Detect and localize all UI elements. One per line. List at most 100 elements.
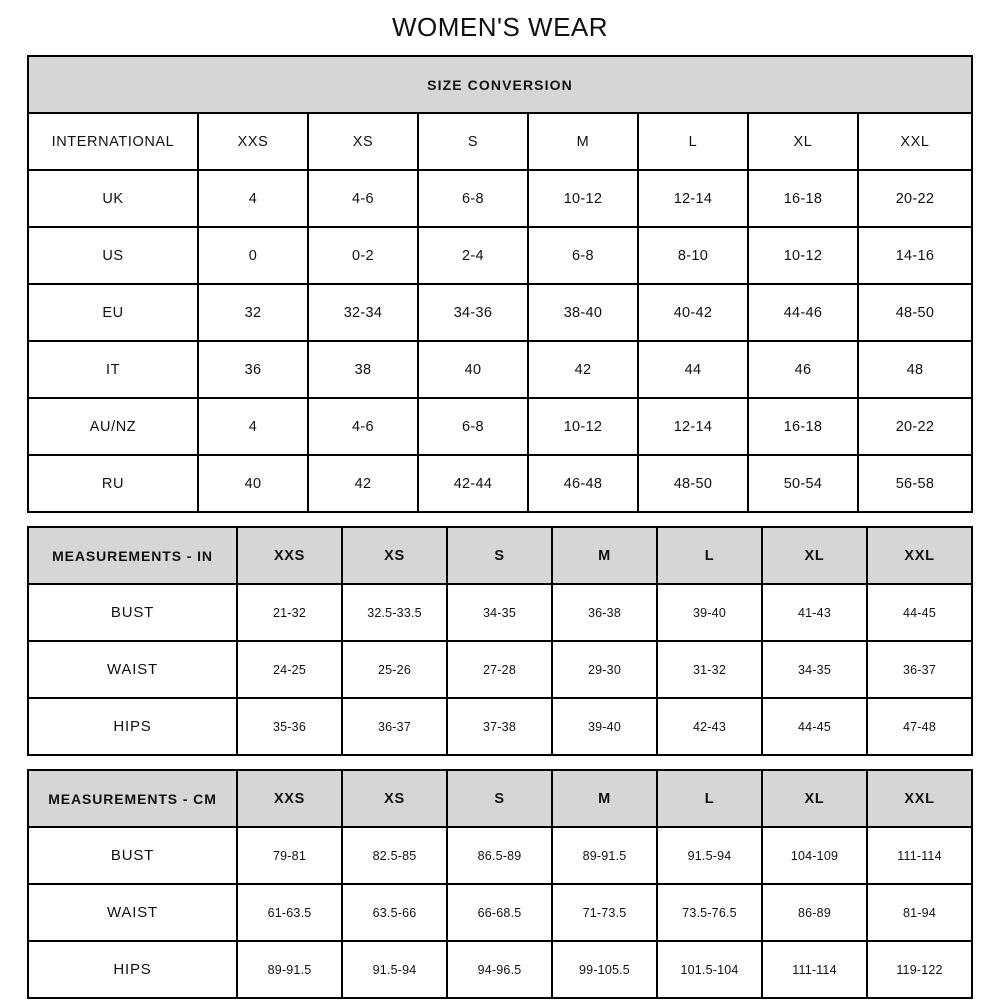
column-header-m: M <box>551 526 658 585</box>
cell-eu-m: 38-40 <box>526 283 639 342</box>
column-header-s: S <box>416 112 529 171</box>
cell-ru-m: 46-48 <box>526 454 639 513</box>
cell-bust-in-s: 34-35 <box>446 583 553 642</box>
cell-bust-cm-xxl: 111-114 <box>866 826 973 885</box>
table-header-row: INTERNATIONAL XXS XS S M L XL XXL <box>26 112 974 171</box>
column-header-m: M <box>551 769 658 828</box>
cell-aunz-xl: 16-18 <box>746 397 859 456</box>
table-row: WAIST 24-25 25-26 27-28 29-30 31-32 34-3… <box>27 640 973 699</box>
column-header-l: L <box>656 769 763 828</box>
cell-ru-xs: 42 <box>306 454 419 513</box>
cell-waist-in-xs: 25-26 <box>341 640 448 699</box>
cell-waist-in-l: 31-32 <box>656 640 763 699</box>
cell-us-xxl: 14-16 <box>856 226 974 285</box>
table-row: BUST 79-81 82.5-85 86.5-89 89-91.5 91.5-… <box>27 826 973 885</box>
cell-us-m: 6-8 <box>526 226 639 285</box>
size-conversion-table: SIZE CONVERSION INTERNATIONAL XXS XS S M… <box>26 55 974 513</box>
cell-waist-cm-m: 71-73.5 <box>551 883 658 942</box>
table-row: HIPS 35-36 36-37 37-38 39-40 42-43 44-45… <box>27 697 973 756</box>
cell-hips-in-m: 39-40 <box>551 697 658 756</box>
table-header-row: MEASUREMENTS - IN XXS XS S M L XL XXL <box>27 526 973 585</box>
cell-it-s: 40 <box>416 340 529 399</box>
cell-us-xl: 10-12 <box>746 226 859 285</box>
column-header-xxs: XXS <box>236 526 343 585</box>
cell-waist-in-xxl: 36-37 <box>866 640 973 699</box>
cell-eu-xl: 44-46 <box>746 283 859 342</box>
cell-waist-in-xl: 34-35 <box>761 640 868 699</box>
column-header-international: INTERNATIONAL <box>26 112 199 171</box>
cell-eu-xxl: 48-50 <box>856 283 974 342</box>
row-label-it: IT <box>26 340 199 399</box>
cell-ru-xxs: 40 <box>196 454 309 513</box>
cell-hips-cm-s: 94-96.5 <box>446 940 553 999</box>
cell-ru-xl: 50-54 <box>746 454 859 513</box>
column-header-xs: XS <box>341 526 448 585</box>
column-header-l: L <box>656 526 763 585</box>
cell-ru-s: 42-44 <box>416 454 529 513</box>
cell-bust-in-xs: 32.5-33.5 <box>341 583 448 642</box>
cell-waist-in-m: 29-30 <box>551 640 658 699</box>
page-title: WOMEN'S WEAR <box>391 12 609 42</box>
table-row: UK 4 4-6 6-8 10-12 12-14 16-18 20-22 <box>26 169 974 228</box>
measurements-cm-title: MEASUREMENTS - CM <box>27 769 238 828</box>
cell-bust-cm-xs: 82.5-85 <box>341 826 448 885</box>
table-row: WAIST 61-63.5 63.5-66 66-68.5 71-73.5 73… <box>27 883 973 942</box>
cell-hips-in-xxs: 35-36 <box>236 697 343 756</box>
cell-hips-in-l: 42-43 <box>656 697 763 756</box>
column-header-xxl: XXL <box>856 112 974 171</box>
cell-hips-cm-xxs: 89-91.5 <box>236 940 343 999</box>
cell-waist-cm-xxl: 81-94 <box>866 883 973 942</box>
table-row: HIPS 89-91.5 91.5-94 94-96.5 99-105.5 10… <box>27 940 973 999</box>
column-header-xxs: XXS <box>236 769 343 828</box>
cell-uk-m: 10-12 <box>526 169 639 228</box>
cell-hips-in-xxl: 47-48 <box>866 697 973 756</box>
cell-it-xxl: 48 <box>856 340 974 399</box>
cell-waist-cm-l: 73.5-76.5 <box>656 883 763 942</box>
cell-uk-s: 6-8 <box>416 169 529 228</box>
cell-us-xs: 0-2 <box>306 226 419 285</box>
cell-aunz-s: 6-8 <box>416 397 529 456</box>
row-label-uk: UK <box>26 169 199 228</box>
cell-waist-in-xxs: 24-25 <box>236 640 343 699</box>
cell-bust-in-m: 36-38 <box>551 583 658 642</box>
row-label-us: US <box>26 226 199 285</box>
cell-uk-xs: 4-6 <box>306 169 419 228</box>
cell-it-l: 44 <box>636 340 749 399</box>
row-label-hips-cm: HIPS <box>27 940 238 999</box>
cell-hips-in-xl: 44-45 <box>761 697 868 756</box>
measurements-cm-table: MEASUREMENTS - CM XXS XS S M L XL XXL BU… <box>27 769 973 999</box>
cell-uk-xl: 16-18 <box>746 169 859 228</box>
cell-aunz-xxs: 4 <box>196 397 309 456</box>
cell-hips-cm-l: 101.5-104 <box>656 940 763 999</box>
cell-aunz-m: 10-12 <box>526 397 639 456</box>
cell-uk-xxl: 20-22 <box>856 169 974 228</box>
cell-us-s: 2-4 <box>416 226 529 285</box>
cell-waist-cm-xl: 86-89 <box>761 883 868 942</box>
table-row: AU/NZ 4 4-6 6-8 10-12 12-14 16-18 20-22 <box>26 397 974 456</box>
cell-hips-cm-xs: 91.5-94 <box>341 940 448 999</box>
column-header-l: L <box>636 112 749 171</box>
row-label-aunz: AU/NZ <box>26 397 199 456</box>
column-header-xxs: XXS <box>196 112 309 171</box>
row-label-bust-cm: BUST <box>27 826 238 885</box>
cell-ru-xxl: 56-58 <box>856 454 974 513</box>
table-row: IT 36 38 40 42 44 46 48 <box>26 340 974 399</box>
cell-bust-in-l: 39-40 <box>656 583 763 642</box>
cell-it-xl: 46 <box>746 340 859 399</box>
cell-waist-cm-xxs: 61-63.5 <box>236 883 343 942</box>
cell-eu-xxs: 32 <box>196 283 309 342</box>
measurements-in-table: MEASUREMENTS - IN XXS XS S M L XL XXL BU… <box>27 526 973 756</box>
cell-hips-in-s: 37-38 <box>446 697 553 756</box>
cell-bust-in-xxl: 44-45 <box>866 583 973 642</box>
cell-bust-cm-s: 86.5-89 <box>446 826 553 885</box>
cell-bust-cm-l: 91.5-94 <box>656 826 763 885</box>
cell-eu-s: 34-36 <box>416 283 529 342</box>
cell-eu-l: 40-42 <box>636 283 749 342</box>
cell-uk-l: 12-14 <box>636 169 749 228</box>
table-row: EU 32 32-34 34-36 38-40 40-42 44-46 48-5… <box>26 283 974 342</box>
cell-bust-in-xl: 41-43 <box>761 583 868 642</box>
column-header-xxl: XXL <box>866 526 973 585</box>
table-header-row: MEASUREMENTS - CM XXS XS S M L XL XXL <box>27 769 973 828</box>
cell-it-m: 42 <box>526 340 639 399</box>
